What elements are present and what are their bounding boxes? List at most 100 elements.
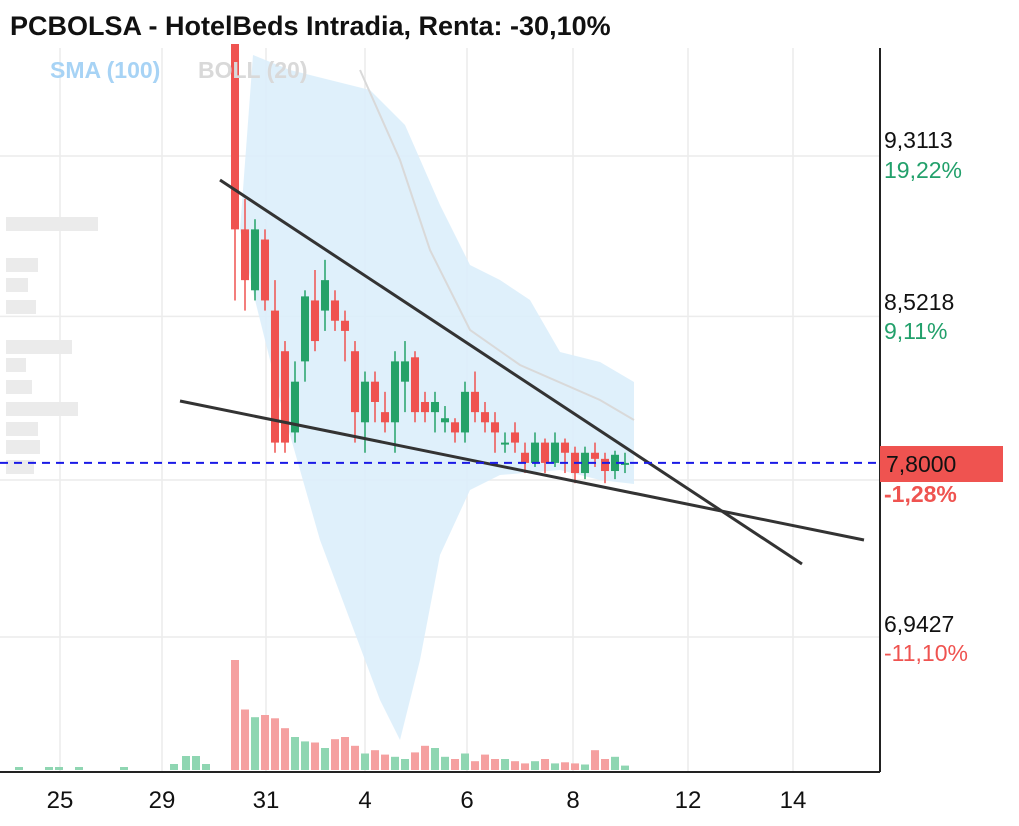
x-tick-label: 12 [675,787,702,814]
candle-body [351,351,359,413]
volume-bar [461,753,469,770]
chart-title: PCBOLSA - HotelBeds Intradia, Renta: -30… [10,11,611,41]
volume-bar [411,752,419,770]
volume-bar [381,754,389,770]
candle-body [581,452,589,474]
candle-body [451,422,459,433]
volume-bar [75,767,83,770]
candle-body [501,442,509,445]
candle-body [601,458,609,472]
depth-bar [6,217,98,231]
y-tick-pct-2: 9,11% [884,318,948,344]
volume-bar [531,761,539,770]
candle-body [261,239,269,301]
volume-bar [471,761,479,770]
volume-bar [521,763,529,770]
candle-body [321,280,329,311]
volume-bar [331,739,339,770]
depth-bar [6,358,26,372]
volume-bar [351,745,359,770]
candle-body [621,462,629,465]
volume-bar [271,718,279,770]
volume-bar [591,750,599,770]
depth-bar [6,300,36,314]
volume-bar [45,767,53,770]
x-tick-label: 25 [47,787,74,814]
candle-body [461,391,469,433]
title-bg [6,6,692,44]
volume-bar [611,756,619,770]
volume-bar [431,748,439,770]
volume-bar [170,764,178,770]
candle-body [611,454,619,472]
candle-body [531,442,539,463]
volume-bar [301,741,309,770]
candle-body [591,452,599,459]
depth-bar [6,460,34,474]
upper-trendline [219,178,803,566]
volume-bar [281,728,289,770]
candle-body [391,361,399,423]
candle-body [401,361,409,382]
candle-body [271,310,279,443]
last-price-label: 7,8000 [886,451,956,477]
volume-bar [341,737,349,770]
candle-body [231,40,239,230]
candle-body [251,229,259,291]
candle-body [421,401,429,413]
candle-body [281,351,289,443]
volume-bars [15,660,629,770]
sma-indicator-label[interactable]: SMA (100) [50,57,160,83]
volume-bar [192,756,200,770]
volume-bar [120,767,128,770]
volume-bar [241,709,249,770]
candle-body [341,320,349,331]
depth-bar [6,340,72,354]
volume-bar [571,763,579,770]
x-tick-label: 4 [358,787,371,814]
volume-bar [251,717,259,770]
y-tick-label-2: 8,5218 [884,289,954,315]
volume-bar [511,761,519,770]
depth-bar [6,380,32,394]
candle-body [511,432,519,443]
candle-body [491,422,499,433]
y-tick-label-3: 6,9427 [884,611,954,637]
candle-body [431,401,439,413]
candle-body [381,412,389,423]
x-tick-label: 31 [253,787,280,814]
candle-body [521,452,529,463]
volume-bar [551,763,559,770]
lower-trendline [179,399,865,542]
volume-bar [541,759,549,770]
candle-body [241,229,249,281]
volume-bar [421,745,429,770]
candle-body [441,418,449,423]
volume-bar [321,748,329,770]
volume-bar [202,764,210,770]
last-price-pct: -1,28% [884,481,957,507]
candle-body [331,300,339,321]
volume-bar [621,765,629,770]
x-tick-label: 8 [566,787,579,814]
candle-body [561,442,569,453]
x-tick-label: 29 [149,787,176,814]
y-tick-pct-1: 19,22% [884,157,962,183]
candle-body [411,357,419,413]
depth-bar [6,258,38,272]
depth-bar [6,440,40,454]
depth-bar [6,402,78,416]
boll-indicator-label[interactable]: BOLL (20) [198,57,307,83]
volume-bar [441,756,449,770]
volume-bar [451,759,459,770]
volume-bar [491,759,499,770]
volume-bar [55,767,63,770]
volume-bar [481,754,489,770]
candle-body [481,412,489,423]
candle-body [301,296,309,362]
x-tick-label: 6 [460,787,473,814]
x-tick-label: 14 [780,787,807,814]
candle-body [311,300,319,342]
volume-bar [601,759,609,770]
